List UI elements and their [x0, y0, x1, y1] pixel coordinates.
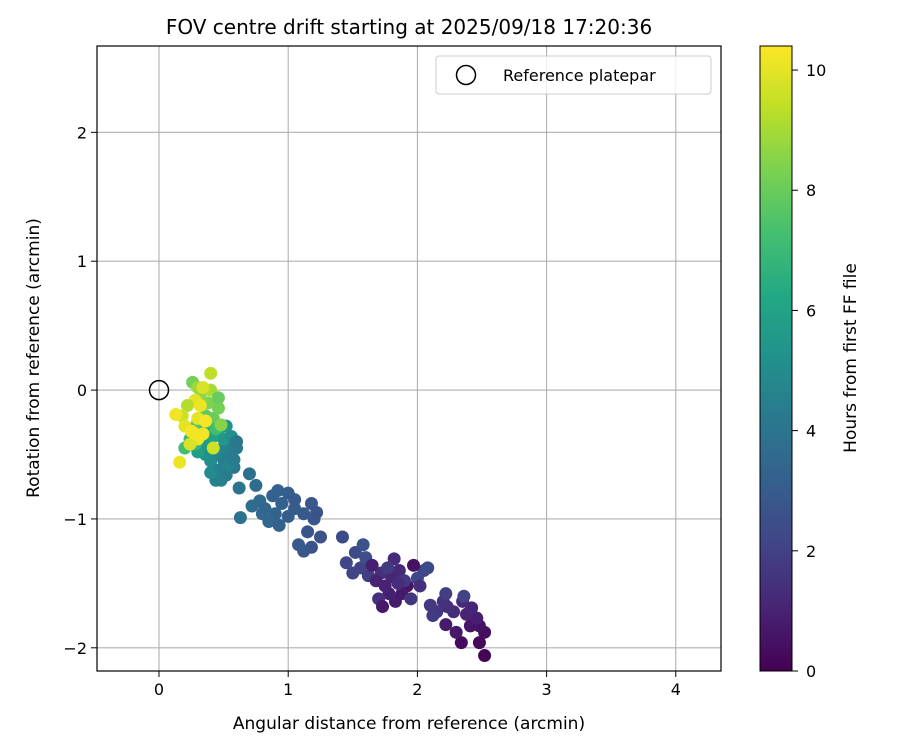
data-point	[369, 574, 383, 588]
data-point	[376, 600, 390, 614]
x-axis-ticks: 0 1 2 3 4	[154, 671, 681, 699]
x-tick-label: 3	[541, 680, 551, 699]
data-point	[439, 618, 453, 632]
data-point	[407, 558, 421, 572]
colorbar-frame	[759, 45, 793, 672]
data-point	[227, 453, 241, 467]
data-point	[346, 566, 360, 580]
data-point	[423, 598, 437, 612]
data-point	[365, 558, 379, 572]
x-tick-label: 1	[283, 680, 293, 699]
data-point	[199, 414, 213, 428]
data-point	[421, 561, 435, 575]
data-point	[272, 518, 286, 532]
x-tick-label: 2	[412, 680, 422, 699]
plot-frame	[96, 45, 722, 672]
data-point	[339, 556, 353, 570]
colorbar: 0 2 4 6 8 10 Hours from first FF file	[759, 45, 861, 681]
data-point	[288, 493, 302, 507]
colorbar-tick-label: 2	[806, 542, 816, 561]
colorbar-tick-label: 10	[806, 61, 826, 80]
data-point	[183, 437, 197, 451]
data-point	[392, 563, 406, 577]
data-point	[245, 499, 259, 513]
data-point	[204, 466, 218, 480]
legend-box	[435, 55, 712, 95]
data-point	[404, 592, 418, 606]
data-point	[356, 538, 370, 552]
data-point	[188, 427, 202, 441]
data-point	[310, 505, 324, 519]
data-point	[173, 455, 187, 469]
colorbar-tick-label: 8	[806, 181, 816, 200]
data-point	[413, 579, 427, 593]
y-tick-label: −2	[63, 639, 87, 658]
data-point	[249, 478, 263, 492]
data-point	[439, 587, 453, 601]
data-point	[472, 636, 486, 650]
y-axis-label: Rotation from reference (arcmin)	[24, 218, 44, 498]
colorbar-tick-label: 4	[806, 422, 816, 441]
data-point	[381, 561, 395, 575]
data-point	[478, 649, 492, 663]
data-point	[230, 435, 244, 449]
data-point	[454, 636, 468, 650]
colorbar-tick-label: 6	[806, 301, 816, 320]
data-point	[335, 530, 349, 544]
data-points	[169, 366, 492, 663]
data-point	[258, 502, 272, 516]
colorbar-gradient	[760, 46, 792, 671]
data-point	[242, 467, 256, 481]
data-point	[233, 511, 247, 525]
colorbar-tick-label: 0	[806, 662, 816, 681]
y-tick-label: 2	[77, 123, 87, 142]
y-axis-ticks: −2 −1 0 1 2	[63, 123, 97, 658]
y-tick-label: 1	[77, 252, 87, 271]
data-point	[292, 538, 306, 552]
data-point	[206, 441, 220, 455]
data-point	[214, 473, 228, 487]
legend-open-circle-icon	[455, 64, 477, 86]
y-tick-label: −1	[63, 510, 87, 529]
data-point	[457, 589, 471, 603]
data-point	[387, 552, 401, 566]
data-point	[214, 418, 228, 432]
data-point	[465, 601, 479, 615]
data-point	[180, 399, 194, 413]
y-tick-label: 0	[77, 381, 87, 400]
data-point	[266, 489, 280, 503]
reference-platepar-marker	[148, 379, 170, 401]
data-point	[470, 611, 484, 625]
colorbar-ticks: 0 2 4 6 8 10	[792, 61, 826, 681]
data-point	[204, 366, 218, 380]
x-axis-label: Angular distance from reference (arcmin)	[233, 714, 585, 734]
x-tick-label: 4	[671, 680, 681, 699]
data-point	[211, 401, 225, 415]
legend: Reference platepar	[435, 55, 712, 95]
colorbar-label: Hours from first FF file	[841, 263, 861, 453]
data-point	[301, 525, 315, 539]
data-point	[275, 496, 289, 510]
data-point	[169, 408, 183, 422]
data-point	[232, 481, 246, 495]
data-point	[426, 609, 440, 623]
data-point	[196, 380, 210, 394]
legend-label: Reference platepar	[503, 66, 656, 85]
chart-title: FOV centre drift starting at 2025/09/18 …	[166, 15, 652, 39]
data-point	[391, 576, 405, 590]
data-point	[449, 625, 463, 639]
data-point	[314, 530, 328, 544]
x-tick-label: 0	[154, 680, 164, 699]
data-point	[193, 399, 207, 413]
data-point	[281, 509, 295, 523]
data-point	[211, 391, 225, 405]
